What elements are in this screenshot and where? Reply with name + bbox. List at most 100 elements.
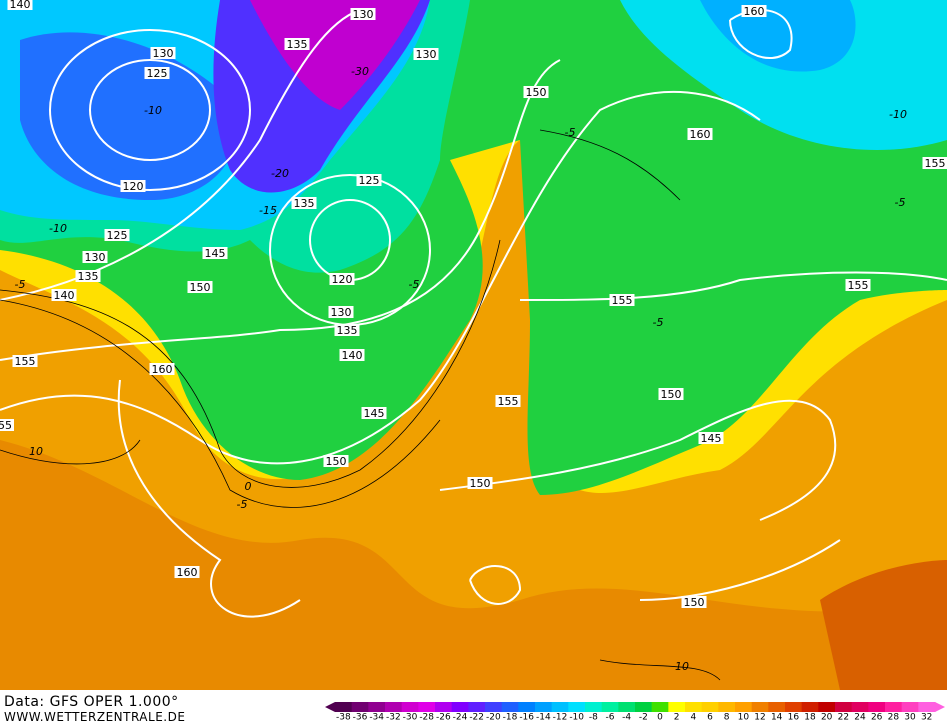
scale-swatch bbox=[618, 702, 636, 712]
label-box bbox=[329, 273, 355, 285]
height-label: 140 bbox=[10, 0, 31, 11]
scale-swatch bbox=[568, 702, 586, 712]
label-box bbox=[82, 251, 108, 263]
scale-label: -10 bbox=[569, 713, 584, 722]
label-box bbox=[687, 128, 713, 140]
scale-swatch bbox=[351, 702, 369, 712]
cold-field bbox=[620, 0, 947, 150]
scale-arrow bbox=[325, 702, 335, 712]
scale-label: -20 bbox=[486, 713, 501, 722]
label-box bbox=[75, 270, 101, 282]
scale-label: -36 bbox=[353, 713, 368, 722]
label-box bbox=[174, 566, 200, 578]
label-box bbox=[104, 229, 130, 241]
temperature-label: -30 bbox=[351, 65, 369, 78]
scale-label: 10 bbox=[738, 713, 750, 722]
scale-label: 6 bbox=[707, 713, 713, 722]
scale-label: -38 bbox=[336, 713, 351, 722]
cold-field bbox=[20, 32, 236, 200]
height-label: 150 bbox=[661, 388, 682, 401]
height-label: 130 bbox=[331, 306, 352, 319]
scale-label: 20 bbox=[821, 713, 833, 722]
scale-swatch bbox=[818, 702, 836, 712]
scale-label: -32 bbox=[386, 713, 401, 722]
label-box bbox=[7, 0, 33, 10]
scale-label: 30 bbox=[904, 713, 916, 722]
contours bbox=[0, 9, 947, 618]
label-box bbox=[339, 349, 365, 361]
label-box bbox=[150, 47, 176, 59]
scale-label: -6 bbox=[606, 713, 615, 722]
height-label: 120 bbox=[123, 180, 144, 193]
label-box bbox=[291, 197, 317, 209]
height-label: 140 bbox=[54, 289, 75, 302]
website: WWW.WETTERZENTRALE.DE bbox=[4, 710, 186, 722]
scale-swatch bbox=[735, 702, 753, 712]
scale-label: 4 bbox=[690, 713, 696, 722]
warm-field bbox=[0, 440, 947, 690]
label-box bbox=[149, 363, 175, 375]
label-box bbox=[681, 596, 707, 608]
label-box bbox=[120, 180, 146, 192]
scale-swatch bbox=[385, 702, 403, 712]
height-label: 135 bbox=[78, 270, 99, 283]
scale-label: 12 bbox=[754, 713, 765, 722]
height-label: 145 bbox=[701, 432, 722, 445]
scale-label: 2 bbox=[674, 713, 680, 722]
scale-swatch bbox=[635, 702, 653, 712]
scale-label: -22 bbox=[469, 713, 484, 722]
height-label: 150 bbox=[684, 596, 705, 609]
label-box bbox=[0, 419, 14, 431]
very-cold-field bbox=[250, 0, 420, 110]
temperature-label: 10 bbox=[675, 660, 689, 673]
label-box bbox=[334, 324, 360, 336]
height-label: 160 bbox=[744, 5, 765, 18]
height-label: 150 bbox=[526, 86, 547, 99]
height-label: 155 bbox=[925, 157, 946, 170]
temperature-label: -10 bbox=[144, 104, 162, 117]
label-box bbox=[356, 174, 382, 186]
height-label: 150 bbox=[190, 281, 211, 294]
scale-swatch bbox=[485, 702, 503, 712]
scale-swatch bbox=[701, 702, 719, 712]
height-label: 150 bbox=[326, 455, 347, 468]
scale-label: -16 bbox=[519, 713, 534, 722]
temperature-label: -15 bbox=[259, 204, 277, 217]
height-label: 120 bbox=[332, 273, 353, 286]
height-label: 125 bbox=[359, 174, 380, 187]
height-label: 130 bbox=[153, 47, 174, 60]
isotherms bbox=[0, 129, 721, 681]
scale-swatch bbox=[785, 702, 803, 712]
scale-swatch bbox=[885, 702, 903, 712]
label-box bbox=[467, 477, 493, 489]
temperature-label: -5 bbox=[237, 498, 248, 511]
scale-label: 8 bbox=[724, 713, 730, 722]
scale-label: -18 bbox=[503, 713, 518, 722]
label-box bbox=[328, 306, 354, 318]
scale-swatch bbox=[918, 702, 936, 712]
label-box bbox=[144, 67, 170, 79]
temperature-label: -5 bbox=[565, 126, 576, 139]
height-label: 155 bbox=[498, 395, 519, 408]
scale-label: 26 bbox=[871, 713, 883, 722]
temperature-label: -10 bbox=[889, 108, 907, 121]
label-box bbox=[350, 8, 376, 20]
label-box bbox=[361, 407, 387, 419]
scale-swatch bbox=[335, 702, 353, 712]
scale-swatch bbox=[835, 702, 853, 712]
label-box bbox=[12, 355, 38, 367]
scale-label: 16 bbox=[788, 713, 800, 722]
scale-label: -12 bbox=[553, 713, 568, 722]
scale-swatch bbox=[651, 702, 669, 712]
scale-label: -34 bbox=[369, 713, 384, 722]
height-label: 160 bbox=[177, 566, 198, 579]
height-label: 125 bbox=[107, 229, 128, 242]
temperature-label: 10 bbox=[29, 445, 43, 458]
height-label: 130 bbox=[416, 48, 437, 61]
scale-swatch bbox=[868, 702, 886, 712]
scale-swatch bbox=[585, 702, 603, 712]
label-box bbox=[741, 5, 767, 17]
temperature-label: -5 bbox=[15, 278, 26, 291]
scale-swatch bbox=[368, 702, 386, 712]
